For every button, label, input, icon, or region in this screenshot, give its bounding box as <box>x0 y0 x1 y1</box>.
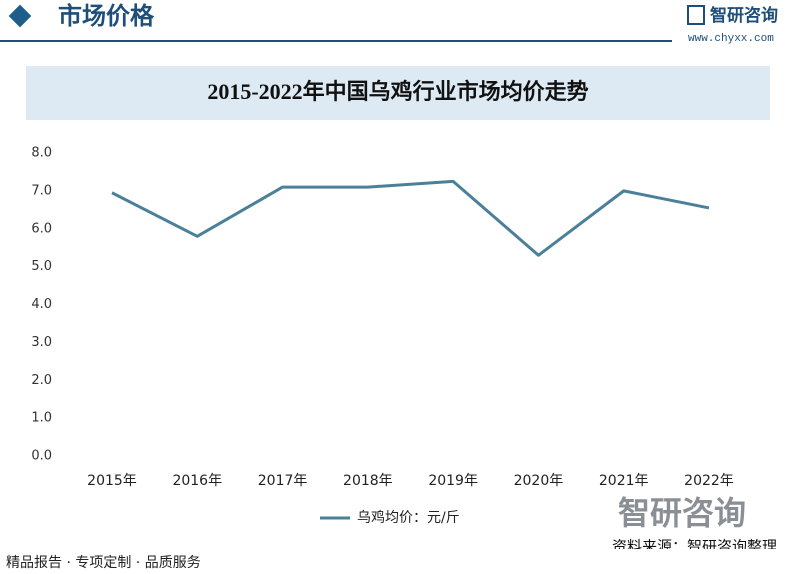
x-tick-label: 2016年 <box>172 473 222 489</box>
y-tick-label: 1.0 <box>31 411 52 426</box>
y-tick-label: 4.0 <box>31 297 52 312</box>
x-tick-label: 2020年 <box>514 473 564 489</box>
footer-slogan: 精品报告 · 专项定制 · 品质服务 <box>6 555 201 571</box>
y-tick-label: 6.0 <box>31 221 52 236</box>
y-tick-label: 0.0 <box>31 449 52 464</box>
logo-url: www.chyxx.com <box>688 33 774 45</box>
logo-text: 智研咨询 <box>710 5 778 26</box>
y-tick-label: 5.0 <box>31 259 52 274</box>
y-tick-label: 7.0 <box>31 183 52 198</box>
plot: 0.0 1.0 2.0 3.0 4.0 5.0 6.0 7.0 8.0 2015年 2016年 201… <box>31 146 734 527</box>
y-tick-label: 8.0 <box>31 146 52 161</box>
chart-title: 2015-2022年中国乌鸡行业市场均价走势 <box>207 79 588 104</box>
x-tick-label: 2017年 <box>258 473 308 489</box>
x-tick-label: 2015年 <box>87 473 137 489</box>
x-tick-label: 2018年 <box>343 473 393 489</box>
data-line <box>111 179 710 257</box>
x-tick-label: 2022年 <box>684 473 734 489</box>
y-tick-label: 2.0 <box>31 373 52 388</box>
y-tick-label: 3.0 <box>31 335 52 350</box>
watermark-brand: 智研咨询 <box>618 494 746 532</box>
logo-icon <box>687 5 705 25</box>
legend-label: 乌鸡均价：元/斤 <box>357 509 460 526</box>
footer-bg <box>0 549 800 574</box>
title-box <box>26 66 770 120</box>
x-tick-label: 2021年 <box>599 473 649 489</box>
header-title: 市场价格 <box>58 2 155 30</box>
x-tick-label: 2019年 <box>428 473 478 489</box>
